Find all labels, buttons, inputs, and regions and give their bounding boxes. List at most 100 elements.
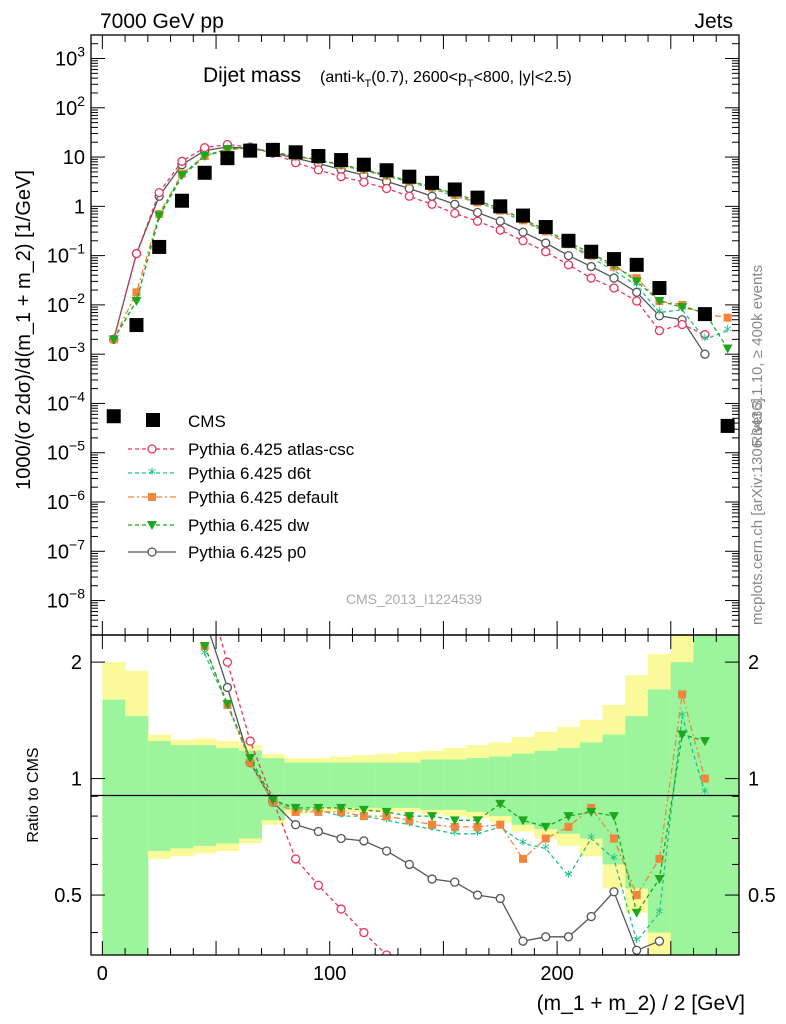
main-point-atlas-2 [154, 187, 164, 198]
ratio-point-p0-10 [427, 874, 437, 884]
band-inner-8 [284, 762, 308, 810]
band-inner-21 [579, 742, 604, 839]
main-point-p0-23 [632, 287, 642, 297]
main-point-cms-0 [106, 409, 121, 424]
ratio-point-default-19 [632, 891, 641, 900]
ratio-tick-label-left-0.5: 0.5 [54, 885, 82, 907]
main-point-default-1 [132, 288, 141, 297]
ratio-point-p0-15 [541, 932, 551, 942]
ratio-point-default-17 [587, 803, 596, 812]
main-point-p0-18 [518, 227, 528, 237]
main-point-cms-18 [516, 208, 530, 223]
ratio-point-atlas-6 [336, 904, 346, 914]
legend-marker-cms [146, 413, 160, 427]
main-point-cms-14 [425, 175, 440, 190]
main-point-atlas-12 [381, 183, 392, 194]
band-inner-25 [670, 662, 695, 955]
main-point-cms-9 [311, 149, 326, 164]
main-point-p0-16 [472, 207, 483, 218]
ratio-point-default-20 [655, 854, 664, 863]
main-point-atlas-14 [427, 199, 437, 209]
ratio-point-p0-7 [359, 836, 369, 846]
band-inner-10 [329, 762, 353, 808]
header-energy-label: 7000 GeV pp [100, 10, 224, 33]
main-point-cms-21 [584, 244, 599, 259]
band-inner-0 [102, 699, 126, 955]
main-point-atlas-4 [200, 143, 210, 153]
ratio-point-dw-9 [404, 812, 415, 822]
main-point-cms-10 [334, 153, 349, 168]
ratio-point-dw-21 [677, 730, 688, 740]
ratio-point-p0-17 [586, 911, 596, 922]
ratio-point-d6t-20: * [655, 904, 663, 923]
main-point-cms-8 [288, 145, 303, 160]
ratio-point-p0-12 [472, 890, 483, 900]
ratio-point-dw-8 [381, 807, 392, 817]
ratio-point-d6t-6: * [337, 807, 345, 826]
band-inner-20 [557, 747, 581, 834]
ratio-point-dw-6 [336, 803, 347, 813]
y-tick-label-7: 10−1 [47, 241, 85, 268]
ratio-point-d6t-0: * [201, 645, 209, 664]
main-point-cms-20 [561, 233, 576, 248]
header-jets-label: Jets [694, 10, 733, 33]
ratio-point-dw-22 [699, 737, 710, 747]
main-point-cms-12 [379, 163, 394, 178]
ratio-point-p0-4 [290, 820, 301, 830]
main-point-cms-22 [606, 252, 621, 267]
main-line-atlas [113, 143, 706, 340]
ratio-point-p0-20 [654, 936, 665, 946]
ratio-point-d6t-18: * [610, 850, 618, 869]
ratio-point-default-13 [496, 820, 505, 829]
main-point-atlas-22 [609, 283, 619, 293]
ratio-tick-label-right-1: 1 [748, 769, 759, 791]
band-inner-9 [307, 762, 331, 808]
ratio-point-default-15 [541, 834, 550, 843]
ratio-point-d6t-19: * [633, 932, 641, 951]
main-point-cms-19 [538, 220, 553, 235]
ratio-point-default-12 [473, 822, 482, 831]
ratio-point-p0-18 [609, 887, 619, 897]
y-tick-label-10: 102 [55, 93, 85, 120]
ratio-plot-series: *********************** [199, 635, 710, 955]
ratio-point-default-11 [450, 822, 459, 831]
x-tick-label-200: 200 [540, 963, 573, 985]
ratio-point-d6t-9: * [405, 816, 413, 835]
band-inner-11 [352, 762, 376, 808]
y-tick-label-6: 10−2 [47, 290, 85, 317]
main-point-p0-20 [563, 250, 574, 261]
main-point-p0-26 [700, 349, 710, 359]
ratio-point-dw-14 [518, 816, 528, 826]
ratio-point-p0-11 [450, 877, 460, 887]
main-point-p0-19 [541, 238, 551, 248]
ratio-point-d6t-17: * [587, 830, 595, 849]
ratio-point-atlas-4 [290, 854, 301, 864]
axis-ticks: 0 100 200 10−8 10−7 10−6 10−5 10−4 10−3 10−2 10−1 1… [47, 34, 776, 985]
main-point-atlas-18 [518, 236, 528, 246]
main-point-p0-15 [450, 199, 460, 209]
main-point-atlas-24 [654, 326, 665, 336]
main-point-atlas-20 [563, 260, 574, 270]
ratio-point-dw-11 [449, 816, 460, 826]
main-point-dw-1 [131, 296, 142, 306]
main-point-dw-23 [631, 277, 642, 287]
band-inner-18 [511, 753, 535, 825]
analysis-watermark: CMS_2013_I1224539 [346, 591, 482, 607]
ratio-point-dw-5 [313, 803, 324, 813]
main-point-cms-5 [220, 151, 235, 166]
main-point-cms-13 [402, 169, 417, 184]
ratio-point-d6t-15: * [542, 839, 550, 858]
mcplots-source-label: mcplots.cern.ch [arXiv:1306.3436] [749, 398, 766, 625]
main-point-cms-15 [447, 182, 462, 197]
y-tick-label-2: 10−6 [47, 487, 85, 514]
plot-title: Dijet mass [203, 64, 301, 87]
ratio-point-p0-19 [632, 945, 642, 955]
main-point-cms-26 [720, 418, 735, 433]
main-point-atlas-10 [336, 172, 346, 182]
main-point-atlas-13 [404, 191, 414, 201]
main-point-d6t-26: * [701, 330, 709, 349]
main-point-p0-22 [609, 273, 619, 283]
ratio-tick-label-left-2: 2 [71, 652, 82, 674]
main-point-cms-11 [356, 157, 371, 172]
